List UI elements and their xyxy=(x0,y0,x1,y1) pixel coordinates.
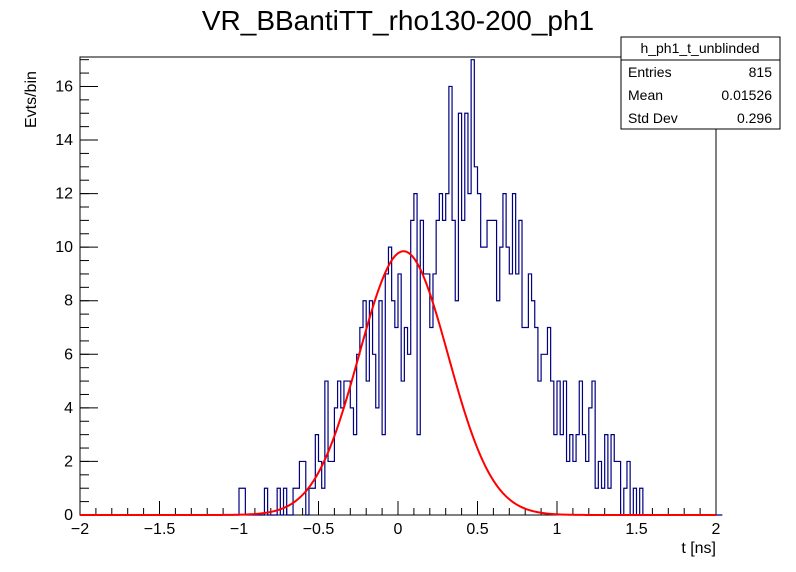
x-tick-label: 1.5 xyxy=(625,521,647,538)
y-tick-label: 14 xyxy=(55,132,73,149)
y-tick-label: 8 xyxy=(64,293,73,310)
x-tick-label: 1 xyxy=(553,521,562,538)
y-axis-tick-labels: 0 2 4 6 8 10 12 14 16 xyxy=(55,78,73,524)
y-tick-label: 16 xyxy=(55,78,73,95)
stats-box-frame xyxy=(620,36,781,130)
x-axis-label: t [ns] xyxy=(681,540,716,557)
y-tick-label: 10 xyxy=(55,239,73,256)
y-tick-label: 2 xyxy=(64,453,73,470)
stats-stddev-value: 0.296 xyxy=(737,110,772,126)
x-tick-label: −1.5 xyxy=(144,521,176,538)
stats-stddev-label: Std Dev xyxy=(628,110,678,126)
y-tick-label: 12 xyxy=(55,186,73,203)
x-tick-label: 0.5 xyxy=(466,521,488,538)
stats-mean-value: 0.01526 xyxy=(721,87,772,103)
y-axis-ticks xyxy=(80,59,98,516)
x-tick-label: 2 xyxy=(712,521,721,538)
y-tick-label: 6 xyxy=(64,346,73,363)
gaussian-fit-curve xyxy=(80,250,716,516)
x-axis-tick-labels: −2 −1.5 −1 −0.5 0 0.5 1 1.5 2 xyxy=(71,521,721,538)
y-axis-label: Evts/bin xyxy=(23,71,40,128)
stats-mean-label: Mean xyxy=(628,87,663,103)
x-tick-label: −0.5 xyxy=(303,521,335,538)
stats-box: h_ph1_t_unblinded Entries 815 Mean 0.015… xyxy=(620,36,781,130)
y-tick-label: 0 xyxy=(64,507,73,524)
chart-title: VR_BBantiTT_rho130-200_ph1 xyxy=(202,5,594,36)
plot-area: −2 −1.5 −1 −0.5 0 0.5 1 1.5 2 0 2 4 6 8 10 12 14 16 xyxy=(55,56,723,538)
x-tick-label: 0 xyxy=(394,521,403,538)
fit-curve-series xyxy=(80,250,716,516)
x-tick-label: −2 xyxy=(71,521,89,538)
histogram-outline xyxy=(80,59,723,516)
y-tick-label: 4 xyxy=(64,400,73,417)
stats-entries-label: Entries xyxy=(628,64,672,80)
histogram-series xyxy=(80,59,723,516)
stats-entries-value: 815 xyxy=(749,64,773,80)
x-tick-label: −1 xyxy=(230,521,248,538)
stats-box-title: h_ph1_t_unblinded xyxy=(640,40,759,56)
